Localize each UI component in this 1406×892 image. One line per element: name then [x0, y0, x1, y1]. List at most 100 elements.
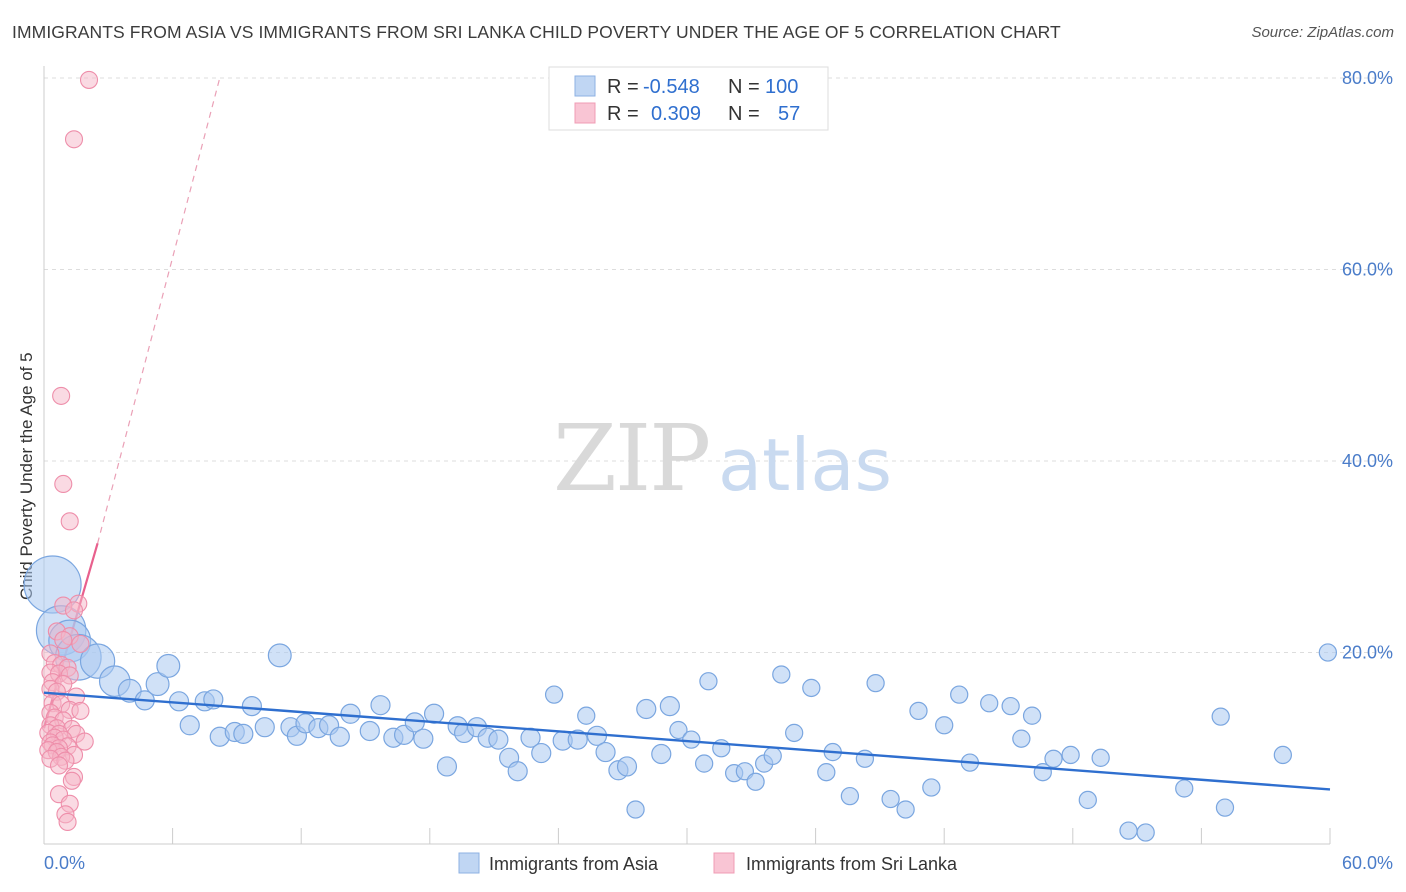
sri-lanka-point [52, 386, 71, 405]
sri-lanka-point [64, 130, 84, 149]
asia-point [340, 703, 361, 724]
asia-point [488, 729, 509, 750]
asia-point [595, 741, 616, 763]
asia-point [1061, 745, 1080, 765]
sri-lanka-point [71, 634, 90, 653]
sri-lanka-point [79, 70, 99, 89]
sri-lanka-point [54, 474, 73, 494]
sri-lanka-point [62, 771, 81, 790]
asia-point [785, 723, 804, 743]
chart-title: IMMIGRANTS FROM ASIA VS IMMIGRANTS FROM … [12, 22, 1061, 42]
asia-point [1001, 696, 1020, 716]
grid [44, 77, 1394, 653]
legend-asia-swatch [574, 75, 596, 97]
sri-lanka-trend-dashed [97, 77, 221, 544]
asia-point [267, 643, 292, 668]
legend: R = -0.548 N = 100 R = 0.309 N = 57 [548, 66, 829, 131]
bottom-legend-lanka-label: Immigrants from Sri Lanka [746, 854, 958, 874]
asia-point [179, 715, 200, 736]
legend-lanka-r-label: R = [607, 103, 639, 125]
asia-point [659, 696, 680, 717]
asia-point [980, 694, 999, 713]
source-credit: Source: ZipAtlas.com [1251, 24, 1394, 41]
sri-lanka-point [64, 601, 84, 620]
asia-point [544, 685, 564, 704]
watermark-atlas: atlas [718, 423, 892, 507]
sri-lanka-point [58, 812, 77, 832]
asia-point [881, 789, 900, 809]
watermark-zip: ZIP [553, 405, 709, 512]
asia-point [817, 763, 836, 782]
asia-point [746, 772, 765, 791]
asia-point [651, 743, 672, 765]
x-tick-label-max: 60.0% [1342, 853, 1393, 873]
asia-point [1211, 707, 1230, 726]
sri-lanka-point [49, 756, 69, 775]
asia-point [950, 685, 969, 704]
sri-lanka-points [39, 70, 99, 832]
asia-point [1012, 729, 1031, 748]
asia-point [1119, 821, 1138, 840]
asia-point [636, 698, 657, 720]
asia-point [359, 720, 380, 742]
asia-point [531, 742, 552, 764]
bottom-legend: Immigrants from Asia Immigrants from Sri… [458, 852, 958, 874]
asia-point [840, 786, 860, 806]
legend-asia-r-value: -0.548 [643, 76, 700, 98]
asia-point [1078, 790, 1097, 810]
asia-point [370, 695, 391, 716]
asia-point [1022, 706, 1042, 725]
bottom-legend-lanka-swatch [713, 852, 735, 874]
legend-lanka-n-value: 57 [778, 103, 800, 125]
y-tick-label-60: 60.0% [1342, 260, 1393, 280]
x-tick-label-min: 0.0% [44, 853, 85, 873]
y-tick-label-80: 80.0% [1342, 68, 1393, 88]
asia-point [802, 678, 821, 698]
legend-asia-r-label: R = [607, 76, 639, 98]
asia-point [922, 778, 941, 797]
asia-point [1091, 748, 1110, 767]
asia-point [909, 701, 928, 721]
legend-asia-n-value: 100 [765, 76, 798, 98]
asia-point [233, 723, 254, 744]
legend-asia-n-label: N = [728, 76, 760, 98]
asia-points [23, 555, 1338, 842]
asia-point [1136, 823, 1155, 842]
asia-point [145, 672, 170, 697]
asia-trend [43, 691, 1331, 791]
asia-point [1273, 745, 1292, 765]
asia-point [699, 672, 718, 691]
asia-point [507, 761, 528, 782]
asia-point [254, 717, 275, 738]
watermark: ZIP atlas [553, 405, 892, 512]
asia-point [567, 729, 588, 750]
asia-point [935, 716, 954, 735]
asia-point [436, 756, 458, 777]
asia-point [1318, 643, 1338, 662]
sri-lanka-point [75, 732, 94, 751]
y-tick-label-40: 40.0% [1342, 451, 1393, 471]
asia-point [694, 754, 714, 773]
asia-point [772, 665, 791, 684]
asia-point [763, 746, 782, 766]
legend-lanka-r-value: 0.309 [651, 103, 701, 125]
asia-point [682, 730, 701, 749]
asia-point [1044, 749, 1063, 768]
bottom-legend-asia-swatch [458, 852, 480, 874]
asia-point [577, 706, 596, 725]
bottom-legend-asia-label: Immigrants from Asia [489, 854, 659, 874]
asia-trend-line [43, 691, 1331, 791]
legend-lanka-n-label: N = [728, 103, 760, 125]
sri-lanka-point [54, 631, 73, 650]
sri-lanka-point [60, 512, 79, 531]
asia-point [156, 653, 181, 678]
asia-point [413, 728, 434, 749]
asia-point [1175, 779, 1194, 798]
asia-point [896, 800, 915, 819]
tick-labels: 20.0% 40.0% 60.0% 80.0% 0.0% 60.0% [44, 68, 1393, 873]
asia-point [329, 726, 350, 747]
asia-point [866, 673, 885, 693]
sri-lanka-point [71, 701, 90, 720]
asia-point [1215, 798, 1235, 817]
